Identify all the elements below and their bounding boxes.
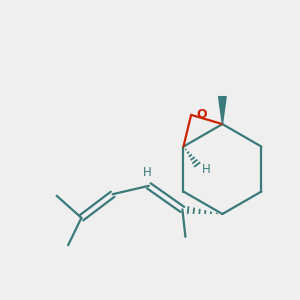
Polygon shape <box>219 97 226 124</box>
Text: O: O <box>196 108 207 121</box>
Text: H: H <box>202 163 211 176</box>
Text: H: H <box>142 166 151 179</box>
